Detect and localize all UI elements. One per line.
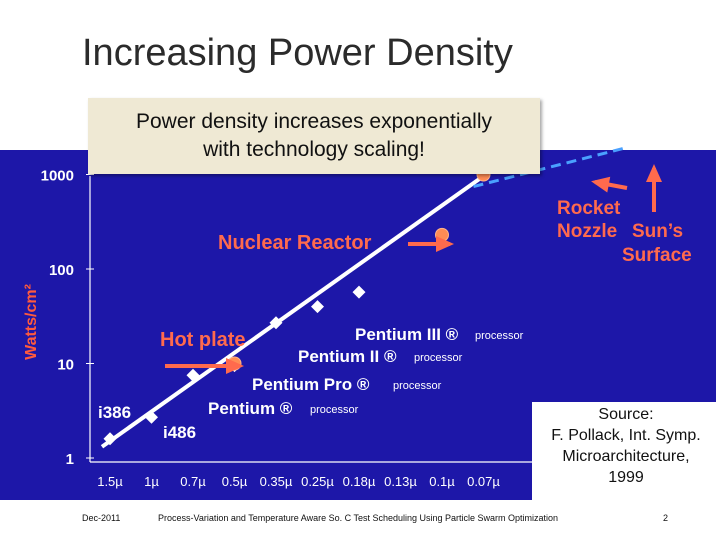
processor-label: i486 — [163, 423, 196, 442]
y-tick-label: 10 — [57, 357, 74, 374]
source-line-4: 1999 — [608, 469, 644, 486]
suns-label: Sun’s — [632, 221, 683, 242]
processor-label: i386 — [98, 403, 131, 422]
surface-label: Surface — [622, 245, 692, 266]
slide-title: Increasing Power Density — [82, 32, 513, 74]
processor-suffix-label: processor — [414, 352, 463, 364]
processor-marker — [352, 285, 366, 299]
processor-marker — [311, 300, 324, 314]
nuclear-reactor-label: Nuclear Reactor — [218, 232, 372, 254]
page-number: 2 — [663, 513, 669, 523]
processor-label: Pentium Pro ® — [252, 375, 370, 394]
processor-suffix-label: processor — [475, 330, 524, 342]
processor-marker — [269, 316, 283, 330]
x-tick-label: 0.1µ — [429, 474, 455, 489]
x-tick-label: 1.5µ — [97, 474, 123, 489]
x-tick-label: 0.7µ — [180, 474, 206, 489]
source-line-1: Source: — [598, 406, 654, 423]
processor-label: Pentium II ® — [298, 347, 397, 366]
y-tick-label: 1 — [66, 451, 74, 468]
nozzle-label: Nozzle — [557, 221, 617, 242]
source-box: Source: F. Pollack, Int. Symp. Microarch… — [532, 402, 720, 500]
trend-extension-line — [473, 146, 626, 189]
processor-label: Pentium ® — [208, 399, 293, 418]
hot-plate-label: Hot plate — [160, 329, 246, 351]
source-line-3: Microarchitecture, — [562, 448, 690, 465]
x-tick-label: 1µ — [144, 474, 159, 489]
suns-surface-arrow-head — [646, 164, 662, 182]
x-tick-label: 0.25µ — [301, 474, 334, 489]
callout-box: Power density increases exponentially wi… — [88, 98, 540, 174]
x-tick-label: 0.18µ — [343, 474, 376, 489]
source-line-2: F. Pollack, Int. Symp. — [551, 427, 701, 444]
rocket-label: Rocket — [557, 198, 621, 219]
processor-marker — [145, 410, 158, 424]
x-tick-label: 0.5µ — [222, 474, 248, 489]
y-tick-label: 1000 — [41, 168, 74, 185]
processor-suffix-label: processor — [393, 380, 442, 392]
x-tick-label: 0.35µ — [260, 474, 293, 489]
x-tick-label: 0.07µ — [467, 474, 500, 489]
trend-line — [100, 172, 487, 449]
callout-line-2: with technology scaling! — [203, 138, 425, 161]
x-tick-label: 0.13µ — [384, 474, 417, 489]
y-tick-label: 100 — [49, 262, 74, 279]
rocket-nozzle-arrow-head — [591, 176, 611, 193]
processor-label: Pentium III ® — [355, 325, 459, 344]
processor-suffix-label: processor — [310, 404, 359, 416]
footer-date: Dec-2011 — [82, 513, 121, 523]
y-axis-label: Watts/cm² — [23, 284, 40, 360]
processor-marker — [103, 432, 117, 446]
footer-text: Process-Variation and Temperature Aware … — [158, 513, 559, 523]
hot-plate-arrow-head — [226, 358, 244, 374]
processor-marker — [186, 368, 200, 382]
callout-line-1: Power density increases exponentially — [135, 110, 493, 133]
nuclear-reactor-arrow-head — [436, 236, 454, 252]
